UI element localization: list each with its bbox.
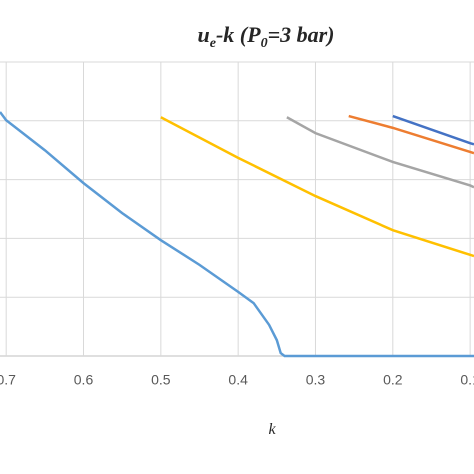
- title-subscript: e: [210, 36, 216, 51]
- x-tick-label: 0.5: [151, 372, 171, 388]
- line-series: [348, 114, 474, 155]
- x-tick-label: 0.6: [74, 372, 94, 388]
- grid: [0, 61, 474, 357]
- line-series: [286, 116, 474, 189]
- line-series: [0, 111, 474, 358]
- x-tick-label: 0.3: [306, 372, 326, 388]
- line-series: [392, 114, 474, 146]
- x-tick-label: 0.7: [0, 372, 16, 388]
- x-tick-label: 0.4: [228, 372, 248, 388]
- title-subscript: 0: [261, 36, 268, 51]
- title-text: -k (P: [216, 22, 261, 47]
- chart-title: ue-k (P0=3 bar): [198, 22, 335, 51]
- x-tick-label: 0.1: [460, 372, 474, 388]
- plot-area: [0, 111, 474, 358]
- x-axis-label: k: [268, 421, 276, 438]
- line-series: [160, 116, 474, 258]
- x-tick-label: 0.2: [383, 372, 403, 388]
- title-text: u: [198, 22, 210, 47]
- title-text: =3 bar): [268, 22, 335, 47]
